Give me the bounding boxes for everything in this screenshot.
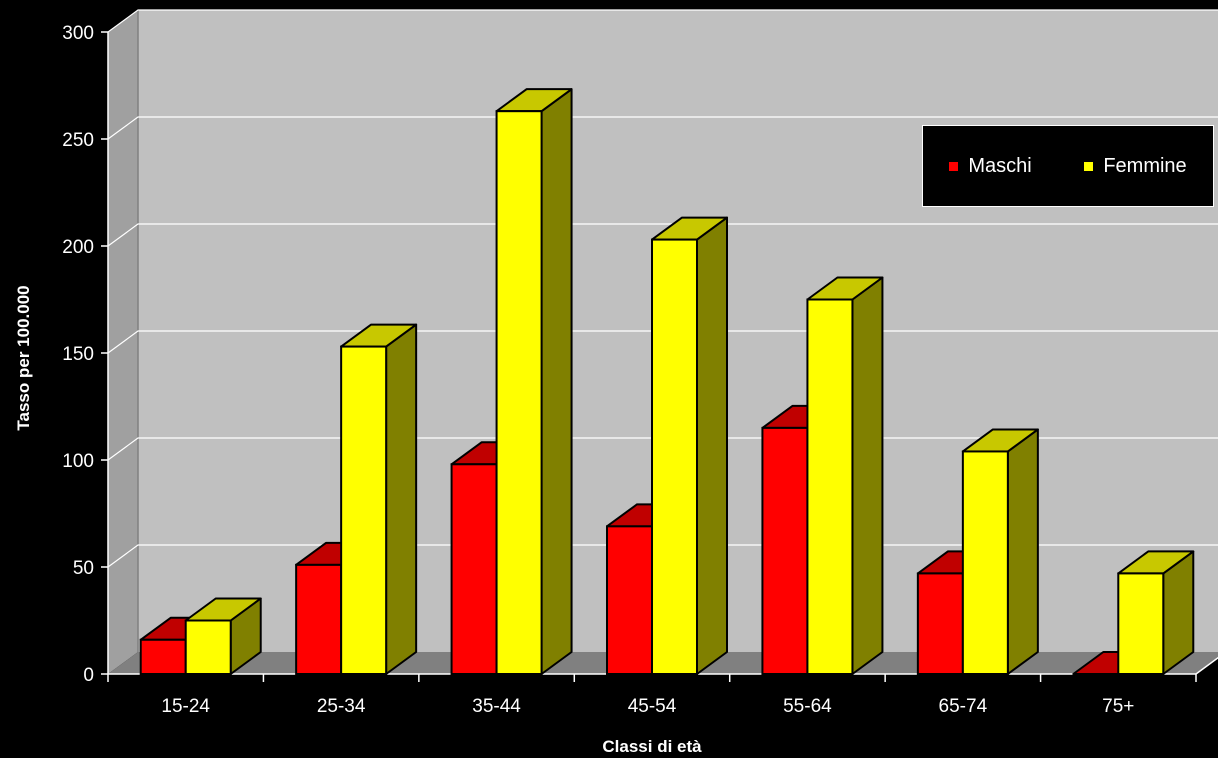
bar-femmine-35-44: [495, 88, 573, 676]
bar-front: [340, 345, 388, 675]
gridline: [107, 9, 1218, 33]
bar-front: [806, 298, 854, 675]
y-tick-label: 250: [62, 130, 94, 151]
x-tick-label: 25-34: [317, 696, 366, 717]
y-tick-label: 150: [62, 344, 94, 365]
y-tick-label: 50: [73, 558, 94, 579]
x-tick-label: 55-64: [783, 696, 832, 717]
bar-front: [295, 563, 343, 675]
bar-side: [1006, 428, 1039, 675]
legend-label: Femmine: [1103, 154, 1187, 177]
bar-front: [761, 426, 809, 675]
bars: [139, 88, 1195, 676]
x-tick-label: 75+: [1102, 696, 1134, 717]
y-tick-label: 0: [83, 665, 94, 686]
bar-side: [696, 216, 728, 675]
bar-front: [139, 638, 187, 676]
x-axis-edge: [1195, 656, 1218, 675]
y-axis-title: Tasso per 100.000: [14, 285, 33, 430]
bar-front: [916, 572, 964, 675]
x-tick-label: 65-74: [939, 696, 988, 717]
x-axis: 15-24 25-34 35-44 45-54 55-64 65-74 75+: [107, 656, 1218, 717]
y-axis: 0 50 100 150 200 250 300: [62, 23, 109, 686]
bar-front: [450, 463, 498, 675]
bar-side: [540, 88, 573, 675]
y-tick-label: 100: [62, 451, 94, 472]
bar-femmine-15-24: [184, 597, 262, 675]
bar-side: [851, 276, 884, 675]
bar-femmine-45-54: [651, 216, 728, 676]
legend-swatch-femmine: [1084, 161, 1094, 171]
bar-front: [1117, 572, 1165, 675]
bar-femmine-55-64: [806, 276, 884, 675]
bar-femmine-75+: [1117, 550, 1195, 675]
bar-front: [961, 450, 1009, 675]
gridline: [107, 116, 1218, 140]
gridline: [107, 223, 1218, 247]
x-tick-label: 45-54: [628, 696, 677, 717]
bar-side: [385, 323, 418, 675]
bar-front: [651, 238, 698, 676]
y-tick-label: 300: [62, 23, 94, 44]
legend-swatch-maschi: [949, 161, 959, 171]
x-tick-label: 15-24: [161, 696, 210, 717]
bar-femmine-65-74: [961, 428, 1039, 675]
legend-item-maschi: Maschi: [949, 154, 1032, 178]
bar-front: [495, 110, 543, 676]
x-axis-title: Classi di età: [602, 737, 702, 756]
y-tick-label: 200: [62, 237, 94, 258]
legend: Maschi Femmine: [922, 125, 1214, 207]
bar-front: [606, 525, 653, 676]
bar-femmine-25-34: [340, 323, 418, 675]
legend-item-femmine: Femmine: [1084, 154, 1187, 178]
x-tick-label: 35-44: [472, 696, 521, 717]
legend-label: Maschi: [968, 154, 1032, 177]
bar-front: [184, 619, 232, 675]
